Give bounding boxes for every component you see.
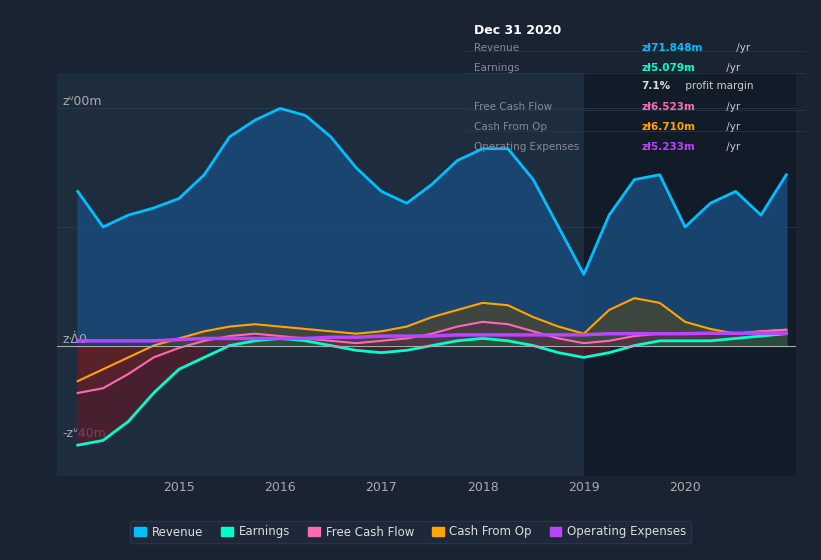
Text: Cash From Op: Cash From Op <box>474 123 547 132</box>
Text: zᐡ00m: zᐡ00m <box>62 95 102 109</box>
Text: zᐐ0: zᐐ0 <box>62 333 88 346</box>
Text: Revenue: Revenue <box>474 43 519 53</box>
Legend: Revenue, Earnings, Free Cash Flow, Cash From Op, Operating Expenses: Revenue, Earnings, Free Cash Flow, Cash … <box>130 521 691 543</box>
Text: /yr: /yr <box>722 142 740 152</box>
Text: zł71.848m: zł71.848m <box>641 43 703 53</box>
Text: /yr: /yr <box>733 43 750 53</box>
Text: 7.1%: 7.1% <box>641 81 670 91</box>
Text: zł5.079m: zł5.079m <box>641 63 695 73</box>
Text: zł6.710m: zł6.710m <box>641 123 695 132</box>
Text: Free Cash Flow: Free Cash Flow <box>474 102 553 112</box>
Text: zł6.523m: zł6.523m <box>641 102 695 112</box>
Text: Earnings: Earnings <box>474 63 520 73</box>
Text: /yr: /yr <box>722 102 740 112</box>
Text: /yr: /yr <box>722 123 740 132</box>
Bar <box>584 73 796 476</box>
Text: zł5.233m: zł5.233m <box>641 142 695 152</box>
Text: profit margin: profit margin <box>682 81 754 91</box>
Text: Dec 31 2020: Dec 31 2020 <box>474 24 562 36</box>
Text: -zᐡ40m: -zᐡ40m <box>62 427 107 440</box>
Text: Operating Expenses: Operating Expenses <box>474 142 580 152</box>
Text: /yr: /yr <box>722 63 740 73</box>
